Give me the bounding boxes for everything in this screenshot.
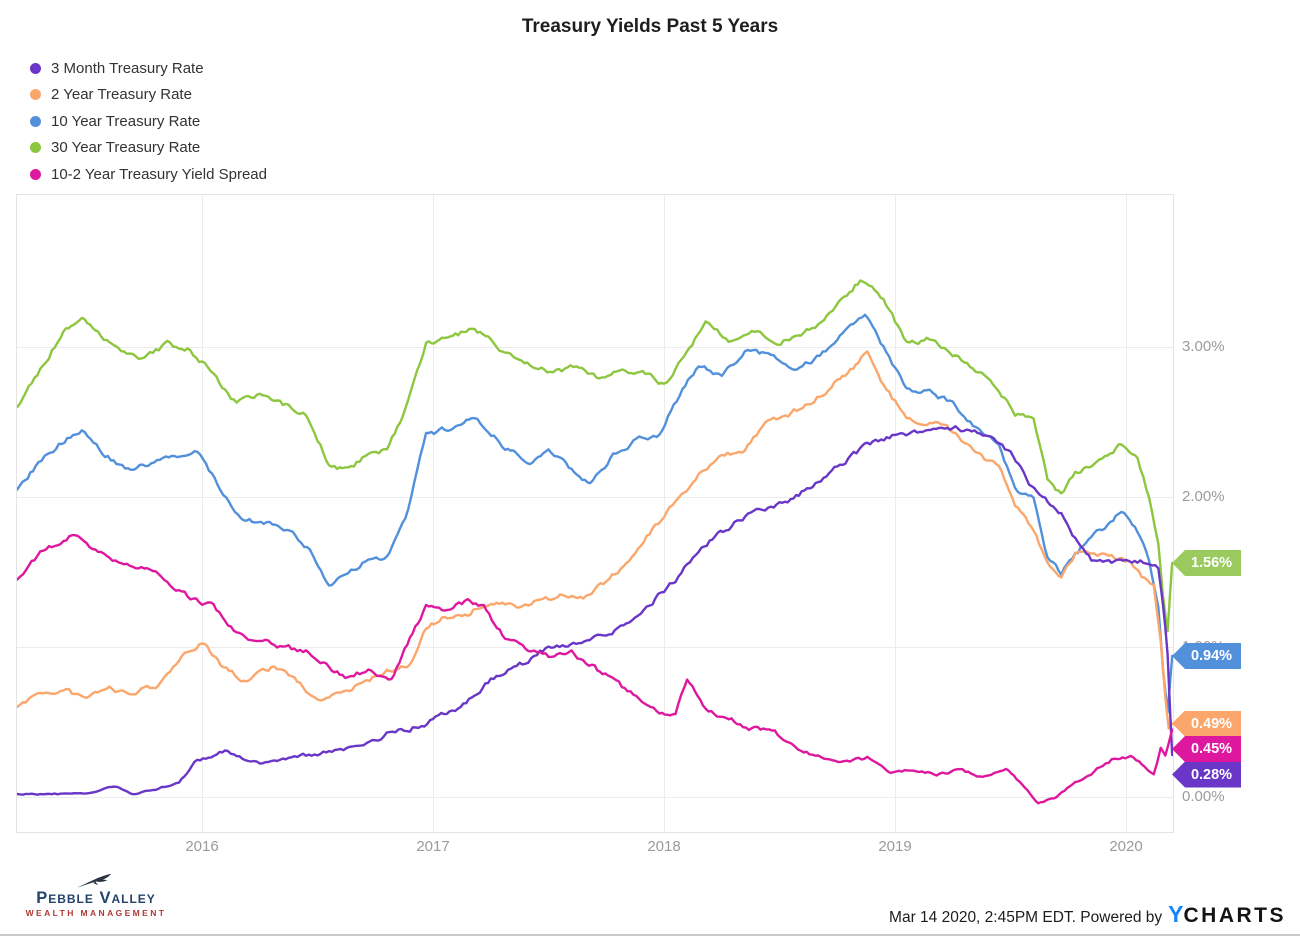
y-axis-tick-label: 2.00% — [1182, 488, 1225, 505]
legend-item-2[interactable]: 2 Year Treasury Rate — [30, 86, 267, 103]
legend-label: 3 Month Treasury Rate — [51, 59, 204, 77]
pebble-valley-logo: Pebble Valley Wealth Management — [24, 873, 168, 918]
eagle-icon — [76, 873, 112, 888]
series-value-flag: 1.56% — [1172, 550, 1241, 576]
flag-value: 1.56% — [1190, 555, 1233, 571]
x-axis-tick-label: 2017 — [416, 838, 450, 855]
series-value-flag: 0.45% — [1172, 736, 1241, 762]
flag-value: 0.49% — [1190, 715, 1233, 732]
legend: 3 Month Treasury Rate 2 Year Treasury Rat… — [30, 60, 267, 193]
brand-subtitle: Wealth Management — [25, 908, 167, 918]
x-axis-tick-label: 2016 — [185, 838, 219, 855]
plot-area[interactable] — [16, 194, 1174, 833]
legend-marker-icon — [30, 89, 41, 100]
legend-marker-icon — [30, 62, 41, 74]
series-line-2 — [17, 350, 1173, 730]
legend-item-3[interactable]: 10 Year Treasury Rate — [30, 112, 267, 130]
footer-stamp: Mar 14 2020, 2:45PM EDT. Powered by YCHA… — [889, 901, 1286, 928]
x-axis-tick-label: 2019 — [878, 838, 912, 855]
legend-label: 2 Year Treasury Rate — [51, 86, 192, 103]
legend-label: 30 Year Treasury Rate — [51, 139, 201, 156]
legend-label: 10 Year Treasury Rate — [51, 112, 201, 130]
y-axis-tick-label: 3.00% — [1182, 338, 1225, 355]
ycharts-wordmark: CHARTS — [1183, 904, 1286, 927]
flag-value: 0.28% — [1190, 766, 1233, 783]
timestamp-text: Mar 14 2020, 2:45PM EDT. Powered by — [889, 909, 1163, 926]
legend-marker-icon — [30, 168, 41, 180]
x-axis-tick-label: 2018 — [647, 838, 681, 855]
legend-item-5[interactable]: 10-2 Year Treasury Yield Spread — [30, 165, 267, 183]
flag-value: 0.45% — [1190, 741, 1233, 757]
brand-name: Pebble Valley — [36, 889, 156, 907]
series-value-flag: 0.28% — [1172, 761, 1241, 788]
series-line-5 — [17, 534, 1173, 805]
ycharts-y-glyph: Y — [1168, 901, 1184, 927]
series-value-flag: 0.94% — [1172, 643, 1241, 669]
series-line-4 — [17, 279, 1173, 633]
y-axis-tick-label: 0.00% — [1182, 788, 1225, 805]
legend-marker-icon — [30, 142, 41, 153]
ycharts-logo[interactable]: YCHARTS — [1168, 901, 1286, 928]
bottom-divider — [0, 934, 1300, 936]
series-line-1 — [17, 425, 1173, 796]
flag-value: 0.94% — [1190, 648, 1233, 664]
chart-title: Treasury Yields Past 5 Years — [521, 16, 779, 37]
legend-marker-icon — [30, 115, 41, 127]
legend-item-4[interactable]: 30 Year Treasury Rate — [30, 139, 267, 156]
series-value-flag: 0.49% — [1172, 710, 1241, 737]
x-axis-tick-label: 2020 — [1109, 838, 1143, 855]
legend-label: 10-2 Year Treasury Yield Spread — [51, 165, 267, 183]
legend-item-1[interactable]: 3 Month Treasury Rate — [30, 59, 267, 77]
